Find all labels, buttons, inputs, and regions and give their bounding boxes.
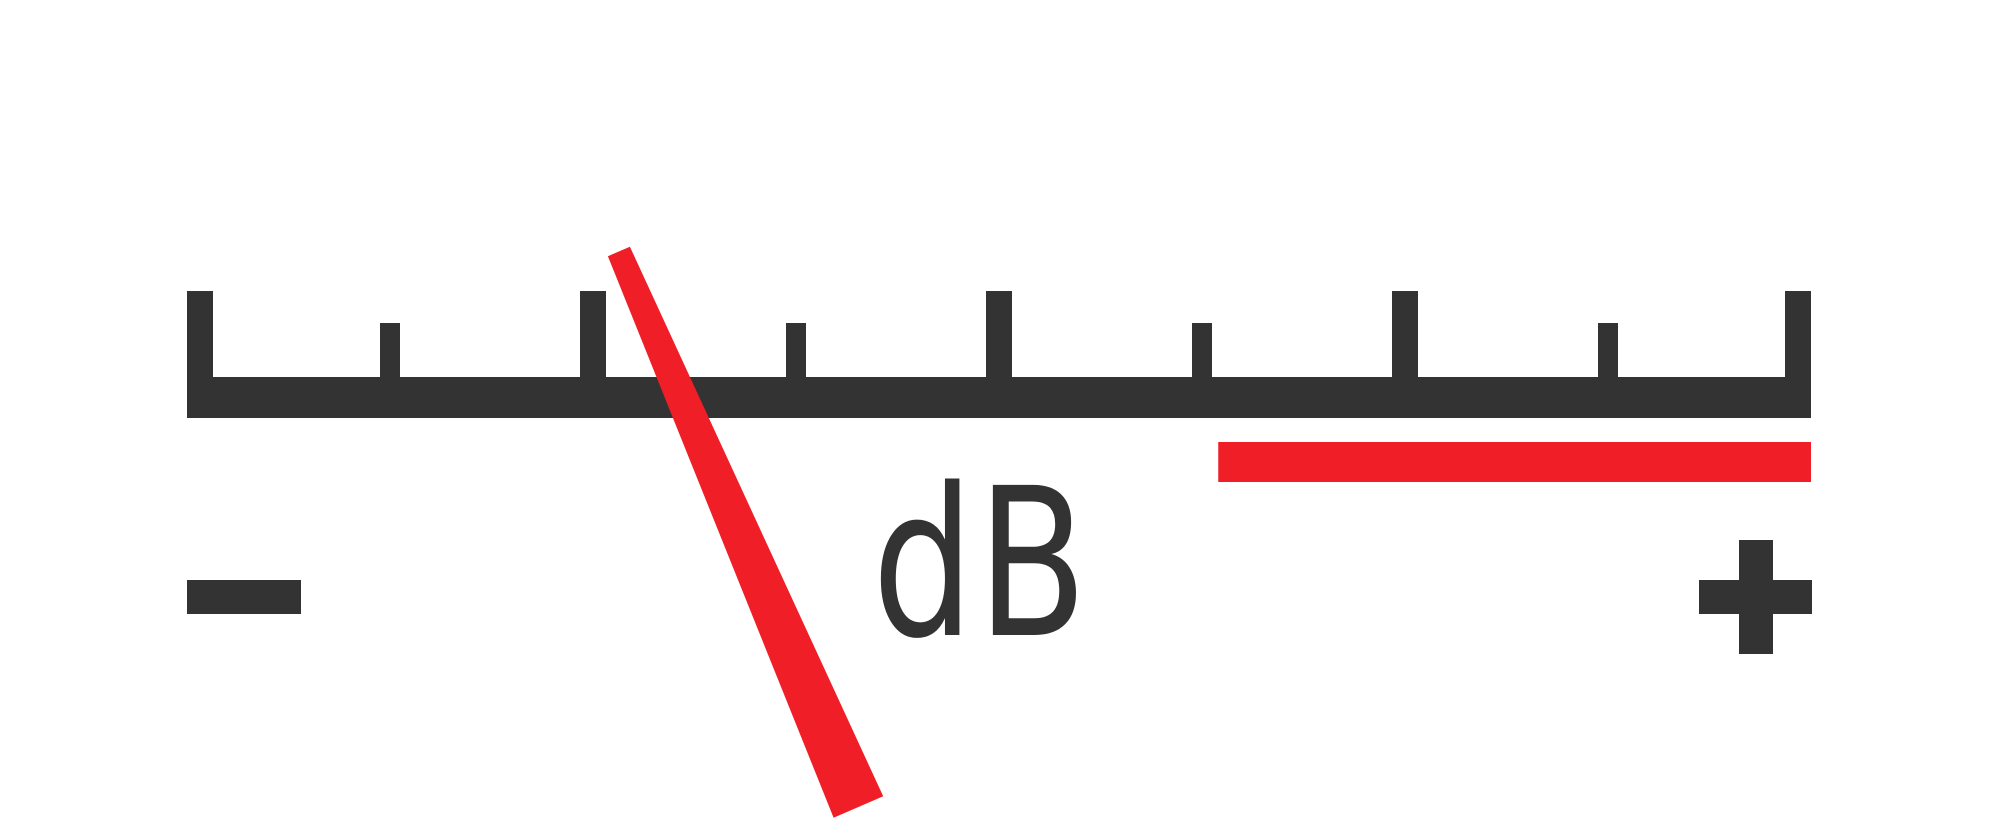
red-zone-bar bbox=[1218, 442, 1811, 482]
scale-baseline bbox=[187, 377, 1811, 418]
major-tick bbox=[580, 291, 606, 379]
major-tick bbox=[1785, 291, 1811, 379]
major-tick bbox=[187, 291, 213, 379]
plus-icon bbox=[1699, 540, 1812, 654]
minus-icon bbox=[187, 580, 301, 614]
scale-ticks bbox=[187, 291, 1811, 379]
unit-label: dB bbox=[872, 444, 1091, 684]
minor-tick bbox=[786, 323, 806, 379]
needle bbox=[607, 246, 884, 818]
minor-tick bbox=[1192, 323, 1212, 379]
minor-tick bbox=[380, 323, 400, 379]
minor-tick bbox=[1598, 323, 1618, 379]
major-tick bbox=[1392, 291, 1418, 379]
major-tick bbox=[986, 291, 1012, 379]
